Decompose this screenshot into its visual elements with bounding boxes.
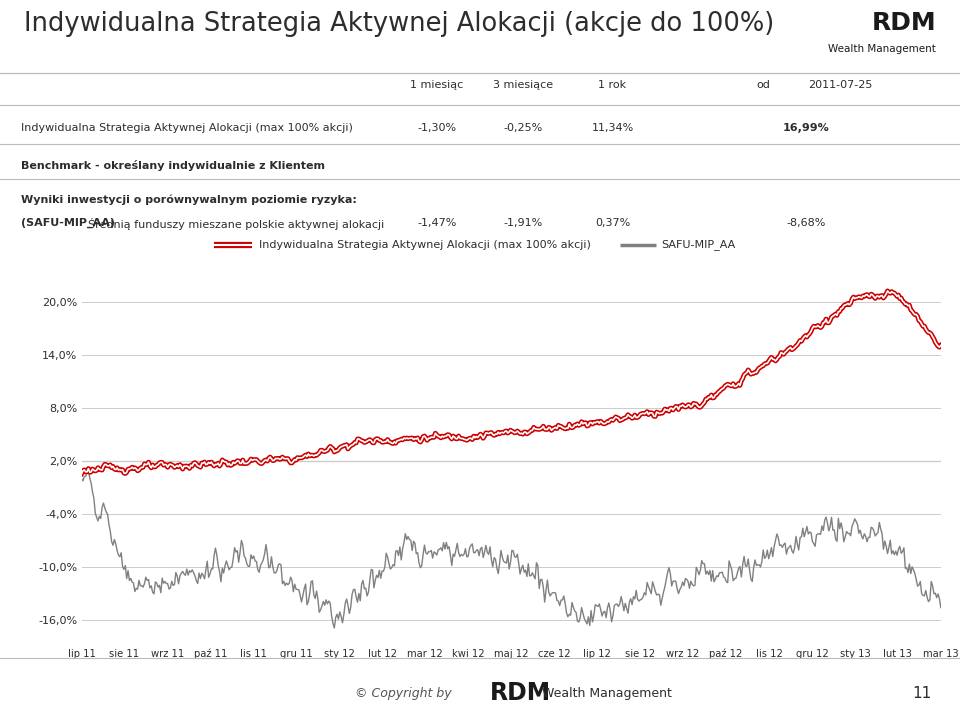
Text: RDM: RDM — [490, 681, 551, 705]
Text: -0,25%: -0,25% — [504, 123, 542, 133]
Text: od: od — [756, 80, 770, 90]
Text: 11: 11 — [912, 686, 931, 700]
Text: Indywidualna Strategia Aktywnej Alokacji (max 100% akcji): Indywidualna Strategia Aktywnej Alokacji… — [21, 123, 353, 133]
Text: -1,47%: -1,47% — [417, 218, 457, 228]
Text: 11,34%: 11,34% — [591, 123, 634, 133]
Text: 2011-07-25: 2011-07-25 — [807, 80, 873, 90]
Text: (SAFU-MIP_AA): (SAFU-MIP_AA) — [21, 218, 115, 228]
Text: -8,68%: -8,68% — [786, 218, 827, 228]
Text: 3 miesiące: 3 miesiące — [493, 80, 553, 90]
Text: © Copyright by: © Copyright by — [355, 687, 452, 700]
Text: 1 miesiąc: 1 miesiąc — [410, 80, 464, 90]
Text: Średnią funduszy mieszane polskie aktywnej alokacji: Średnią funduszy mieszane polskie aktywn… — [88, 218, 385, 230]
Text: Wealth Management: Wealth Management — [542, 687, 672, 700]
Text: Benchmark - określany indywidualnie z Klientem: Benchmark - określany indywidualnie z Kl… — [21, 160, 325, 171]
Text: 0,37%: 0,37% — [595, 218, 630, 228]
Text: Wealth Management: Wealth Management — [828, 44, 936, 54]
Text: Indywidualna Strategia Aktywnej Alokacji (max 100% akcji): Indywidualna Strategia Aktywnej Alokacji… — [259, 240, 591, 250]
Text: RDM: RDM — [872, 12, 936, 35]
Text: 1 rok: 1 rok — [598, 80, 627, 90]
Text: Indywidualna Strategia Aktywnej Alokacji (akcje do 100%): Indywidualna Strategia Aktywnej Alokacji… — [24, 12, 775, 38]
Text: -1,91%: -1,91% — [504, 218, 542, 228]
Text: 16,99%: 16,99% — [783, 123, 829, 133]
Text: SAFU-MIP_AA: SAFU-MIP_AA — [661, 239, 736, 251]
Text: -1,30%: -1,30% — [418, 123, 456, 133]
Text: Wyniki inwestycji o porównywalnym poziomie ryzyka:: Wyniki inwestycji o porównywalnym poziom… — [21, 194, 357, 205]
